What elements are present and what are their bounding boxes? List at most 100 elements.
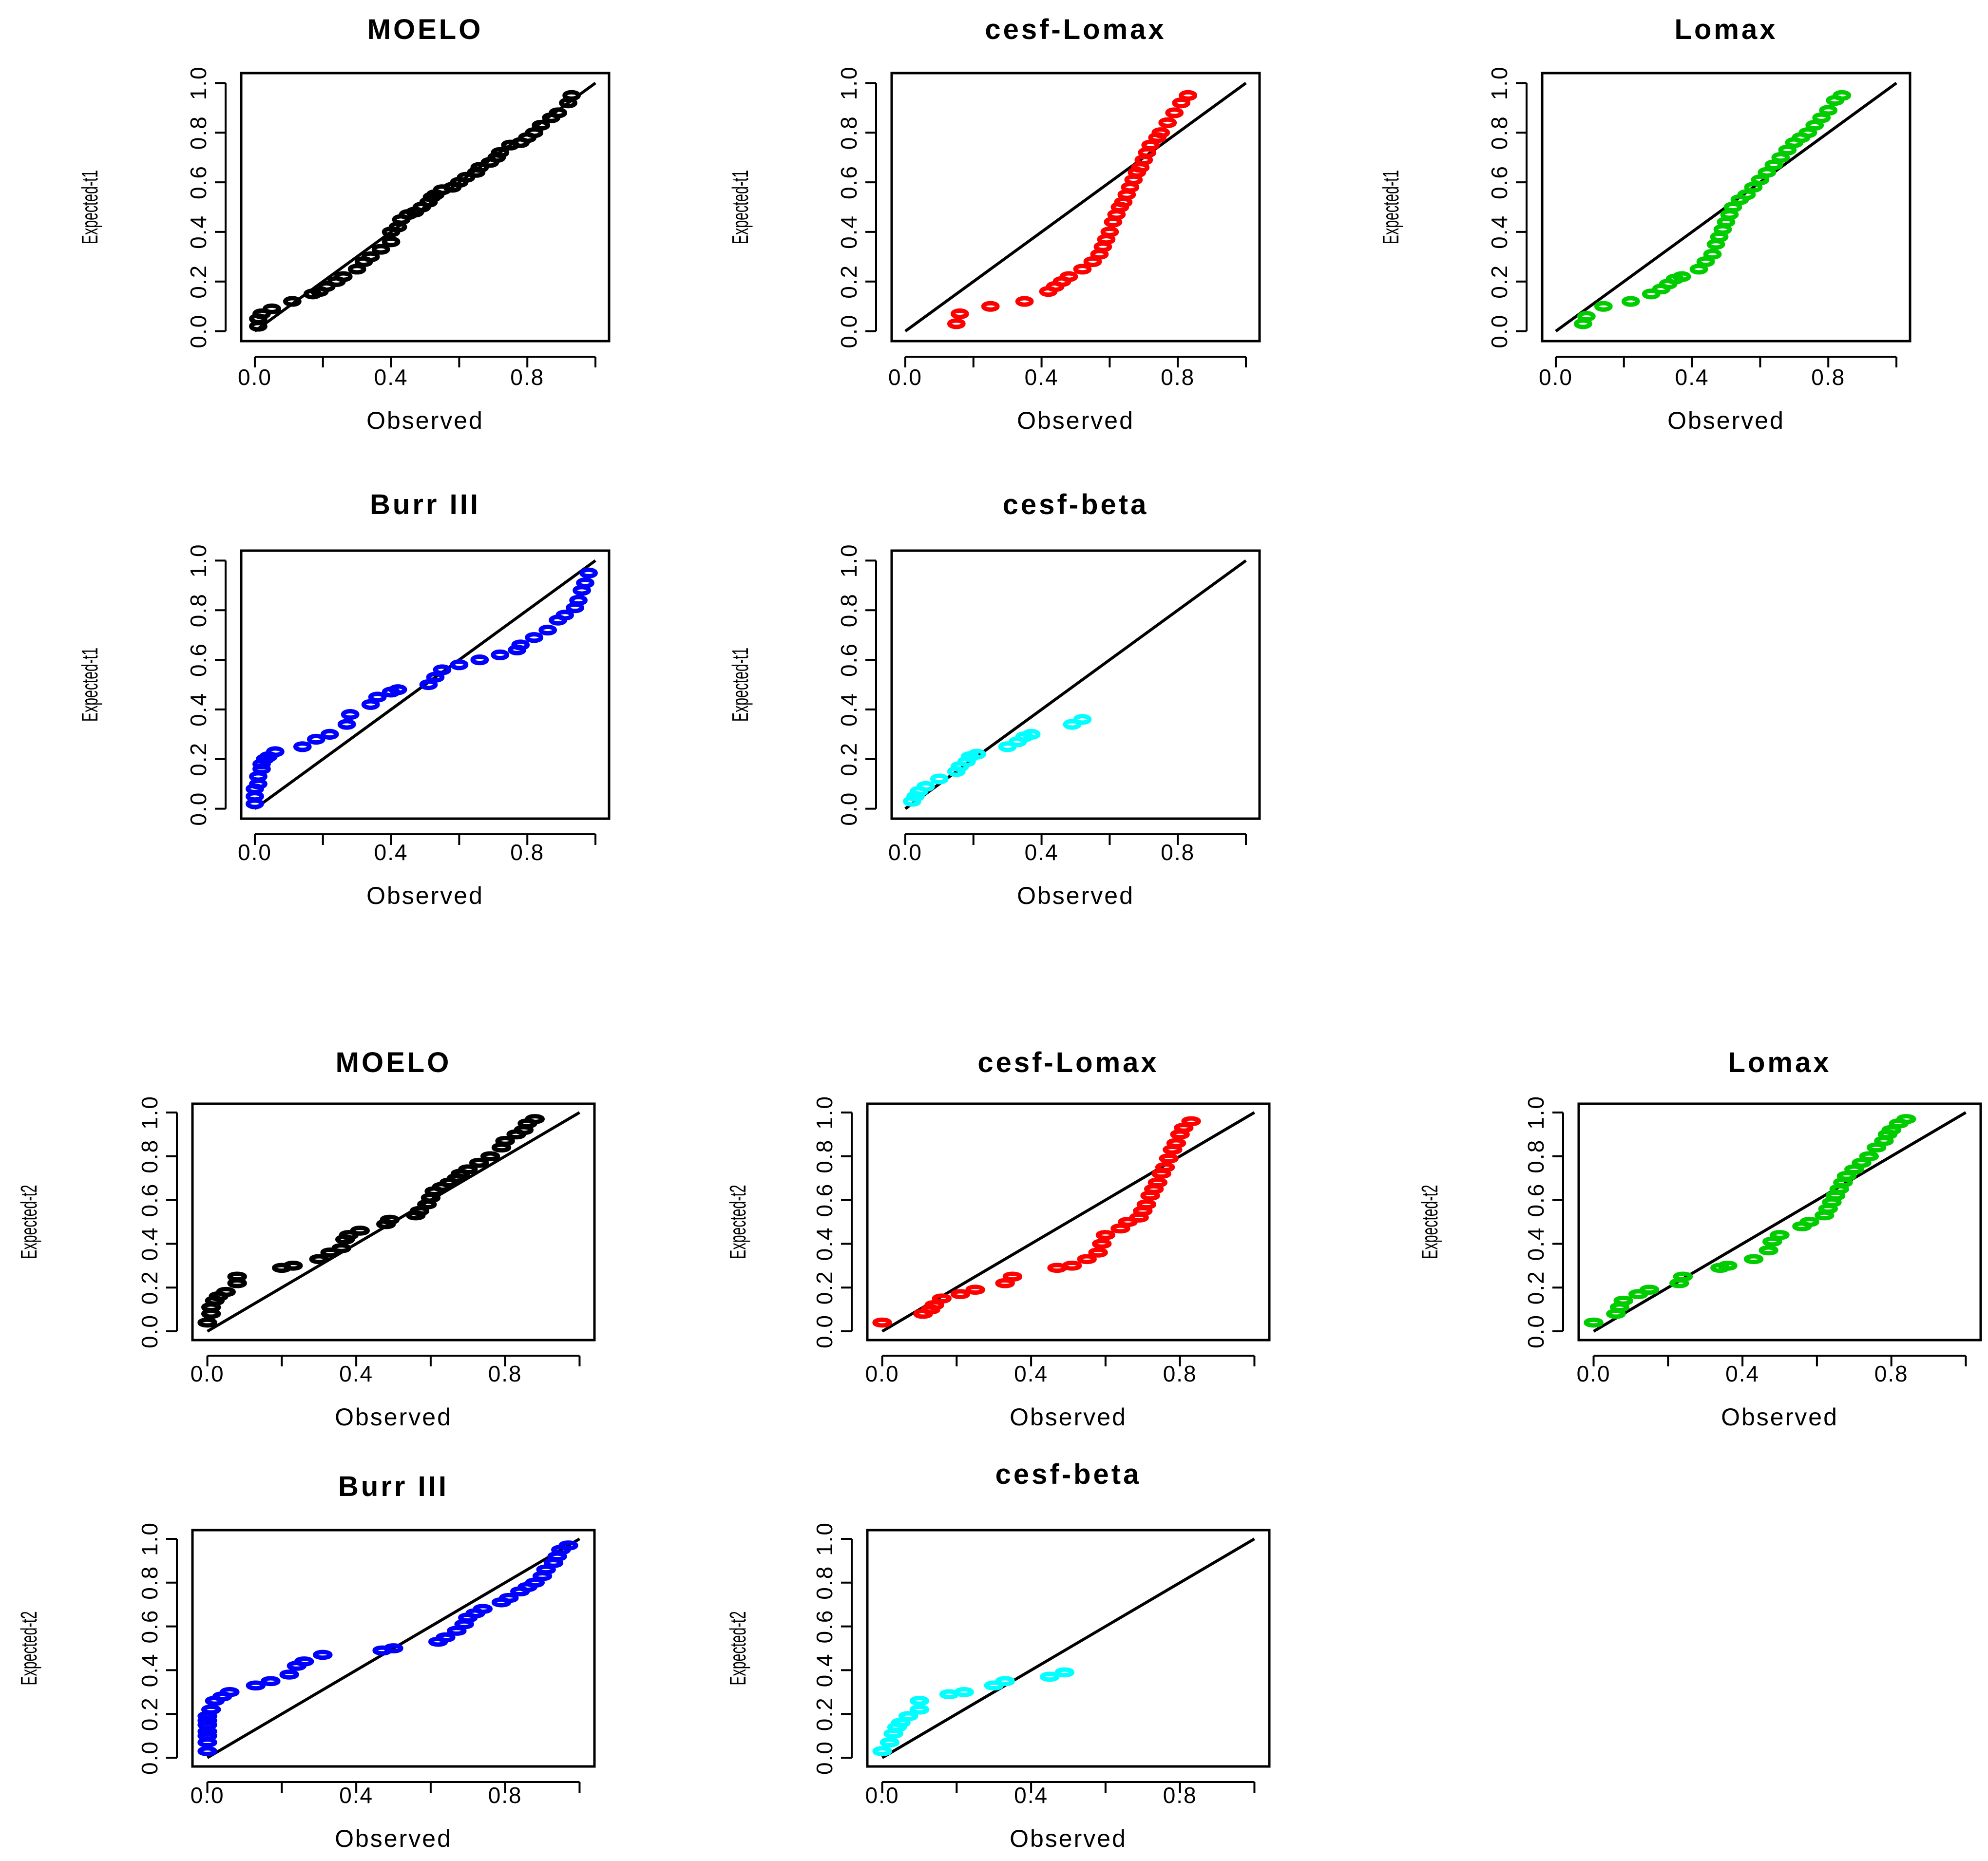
y-tick-label: 0.8 — [1523, 1139, 1548, 1173]
data-point — [347, 264, 366, 275]
y-tick-label: 0.4 — [1487, 215, 1512, 249]
panel-8: Lomax 0.0 0.4 0.8 Observed 0.0 0.2 0.4 0.6 0.8 1.0… — [1417, 1047, 1982, 1431]
data-point — [201, 1704, 221, 1715]
data-point — [388, 684, 407, 695]
data-point — [1040, 1671, 1060, 1682]
data-point — [562, 90, 581, 101]
x-tick-label: 0.8 — [1163, 1361, 1197, 1386]
data-point — [216, 1286, 236, 1297]
y-tick-label: 0.4 — [137, 1653, 162, 1687]
data-point — [309, 1254, 329, 1265]
y-tick-label: 1.0 — [1487, 66, 1512, 100]
y-tick-label: 0.6 — [836, 643, 861, 677]
y-axis-label: Expected-t2 — [17, 1611, 42, 1685]
data-point — [1762, 1236, 1782, 1247]
data-point — [1095, 1230, 1116, 1240]
data-point — [313, 1650, 333, 1660]
y-tick-label: 0.0 — [812, 1741, 837, 1775]
data-point — [1696, 256, 1715, 268]
y-axis-label: Expected-t1 — [728, 170, 753, 244]
y-axis-label: Expected-t2 — [17, 1185, 42, 1259]
x-axis-label: Observed — [1721, 1403, 1838, 1431]
plot-frame — [1577, 1102, 1982, 1342]
data-point — [1621, 296, 1640, 307]
data-point — [1689, 264, 1708, 275]
x-tick-label: 0.0 — [865, 1783, 899, 1808]
y-tick-label: 0.0 — [137, 1314, 162, 1348]
data-point — [458, 1164, 478, 1175]
x-tick-label: 0.0 — [865, 1361, 899, 1386]
y-tick-label: 0.0 — [836, 314, 861, 348]
x-tick-label: 0.0 — [191, 1783, 225, 1808]
data-point — [1639, 1285, 1660, 1295]
panel-1: MOELO 0.0 0.4 0.8 Observed 0.0 0.2 0.4 0.6 0.8 1.0… — [77, 14, 611, 434]
panel-title: cesf-beta — [1003, 489, 1149, 520]
panel-title: Burr III — [370, 489, 480, 520]
y-tick-label: 0.8 — [1487, 115, 1512, 150]
data-point — [1174, 1123, 1194, 1133]
data-point — [283, 296, 302, 307]
data-point — [909, 1695, 930, 1706]
data-point — [1852, 1157, 1872, 1168]
plot-frame — [890, 72, 1261, 343]
data-point — [246, 1680, 266, 1691]
plot-frame — [866, 1529, 1271, 1768]
x-tick-label: 0.4 — [1025, 840, 1059, 865]
data-point — [917, 781, 935, 792]
data-point — [1703, 249, 1722, 260]
x-tick-label: 0.4 — [1725, 1361, 1759, 1386]
x-tick-label: 0.8 — [1874, 1361, 1909, 1386]
y-tick-label: 0.4 — [1523, 1227, 1548, 1261]
data-point — [470, 654, 489, 666]
data-point — [879, 1737, 900, 1747]
x-tick-label: 0.8 — [510, 840, 544, 865]
data-point — [965, 1285, 985, 1295]
y-tick-label: 0.0 — [812, 1314, 837, 1348]
data-point — [549, 107, 567, 118]
data-point — [954, 1687, 974, 1697]
y-tick-label: 0.8 — [137, 1139, 162, 1173]
data-point — [511, 639, 530, 651]
data-point — [491, 147, 510, 158]
data-point — [447, 1626, 467, 1636]
data-point — [473, 1604, 493, 1614]
y-tick-label: 1.0 — [1523, 1095, 1548, 1130]
data-point — [924, 1300, 944, 1310]
data-point — [320, 729, 339, 740]
x-tick-label: 0.4 — [339, 1361, 373, 1386]
data-point — [1073, 264, 1092, 275]
x-tick-label: 0.0 — [191, 1361, 225, 1386]
data-point — [1812, 112, 1831, 123]
y-tick-label: 1.0 — [137, 1095, 162, 1130]
data-point — [1737, 189, 1756, 200]
data-point — [294, 1656, 314, 1667]
data-point — [1015, 296, 1034, 307]
y-tick-label: 0.6 — [812, 1610, 837, 1644]
x-axis-label: Observed — [1017, 882, 1134, 909]
y-tick-label: 0.8 — [836, 593, 861, 627]
data-point — [382, 236, 401, 248]
y-tick-label: 0.6 — [186, 165, 211, 199]
x-tick-label: 0.0 — [1577, 1361, 1611, 1386]
data-point — [1778, 144, 1797, 155]
data-point — [947, 318, 966, 329]
x-tick-label: 0.8 — [488, 1783, 522, 1808]
data-point — [1836, 1170, 1857, 1181]
data-point — [891, 1717, 911, 1728]
y-axis-label: Expected-t1 — [77, 648, 103, 722]
data-point — [433, 664, 452, 675]
data-point — [995, 1676, 1015, 1687]
data-point — [576, 577, 594, 589]
x-axis-label: Observed — [1667, 407, 1785, 434]
data-point — [1166, 1138, 1186, 1149]
data-point — [1577, 310, 1596, 322]
plot-frame — [890, 549, 1261, 820]
x-tick-label: 0.0 — [888, 840, 922, 865]
x-tick-label: 0.8 — [1811, 365, 1845, 390]
panel-title: cesf-Lomax — [977, 1047, 1159, 1078]
y-tick-label: 0.0 — [836, 792, 861, 826]
data-point — [1110, 1223, 1130, 1234]
y-tick-label: 0.8 — [137, 1566, 162, 1600]
y-tick-label: 0.2 — [137, 1270, 162, 1305]
data-point — [1798, 127, 1817, 138]
